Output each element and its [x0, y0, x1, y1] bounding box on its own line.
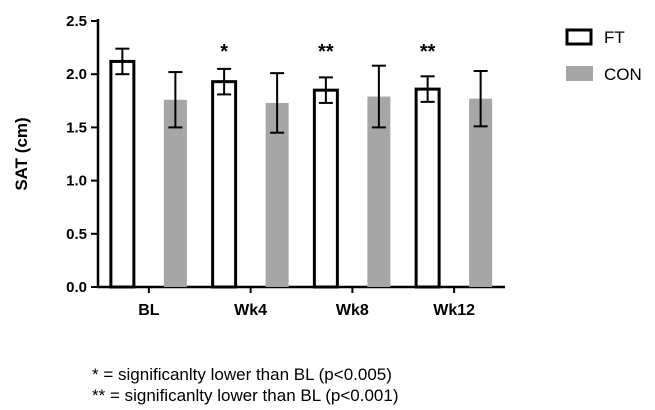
bar-con: [367, 96, 391, 287]
footnote-single-star: * = significanlty lower than BL (p<0.005…: [92, 365, 392, 385]
footnote-marker: *: [92, 365, 99, 384]
y-tick-label: 2.0: [66, 66, 87, 83]
bar-ft: [414, 87, 441, 289]
footnote-text: = significanlty lower than BL (p<0.005): [103, 365, 392, 384]
significance-marker: **: [420, 41, 436, 63]
bar-con: [163, 99, 187, 288]
x-tick-label: Wk12: [433, 302, 475, 319]
x-tick-label: Wk8: [336, 302, 369, 319]
y-tick-label: 0.0: [66, 279, 87, 296]
legend-label-ft: FT: [604, 28, 625, 47]
y-tick-label: 1.0: [66, 173, 87, 190]
y-axis-title: SAT (cm): [12, 117, 31, 190]
footnote-marker: **: [92, 386, 106, 405]
legend-swatch-ft: [565, 28, 593, 46]
footnote-double-star: ** = significanlty lower than BL (p<0.00…: [92, 386, 399, 406]
significance-marker: *: [220, 41, 228, 63]
significance-marker: **: [318, 41, 334, 63]
legend-label-con: CON: [604, 65, 642, 84]
y-tick-label: 1.5: [66, 119, 87, 136]
bar-ft: [211, 80, 238, 289]
x-tick-label: Wk4: [234, 302, 267, 319]
bar-ft: [312, 88, 339, 289]
y-tick-label: 2.5: [66, 13, 87, 30]
bar-chart: 0.0 0.5 1.0 1.5 2.0 2.5 SAT (cm) BL Wk4 * Wk8 ** Wk1…: [12, 13, 642, 319]
bar-con: [469, 98, 493, 287]
x-tick-label: BL: [138, 302, 160, 319]
footnote-text: = significanlty lower than BL (p<0.001): [109, 386, 399, 405]
bar-con: [265, 102, 289, 287]
y-tick-label: 0.5: [66, 226, 87, 243]
bar-ft: [109, 59, 136, 289]
legend-swatch-con: [566, 66, 593, 81]
